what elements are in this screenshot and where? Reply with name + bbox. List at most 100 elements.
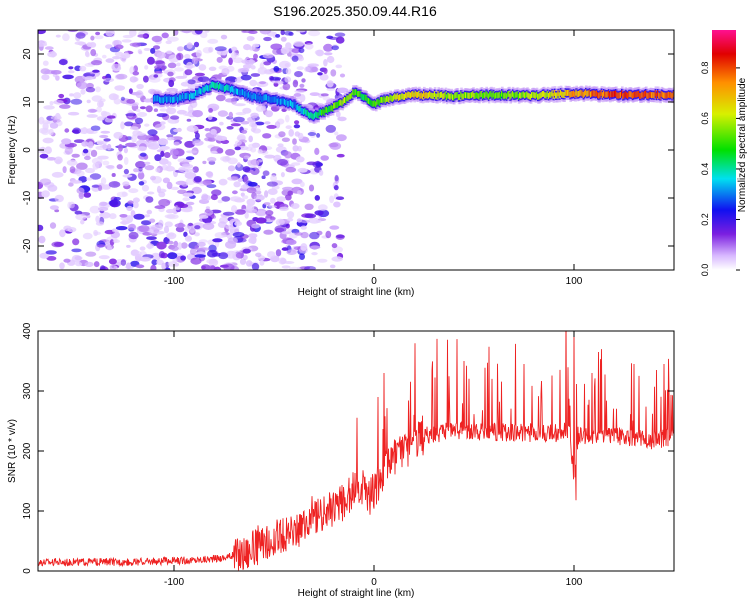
noise-blob xyxy=(46,157,56,161)
noise-blob xyxy=(129,30,137,37)
noise-blob xyxy=(294,232,303,236)
noise-blob xyxy=(166,36,179,42)
noise-blob xyxy=(94,35,104,40)
noise-blob xyxy=(49,122,59,129)
snr-series xyxy=(38,331,674,571)
noise-blob xyxy=(231,97,237,105)
noise-blob xyxy=(54,156,63,164)
noise-blob xyxy=(46,256,57,261)
noise-blob xyxy=(61,138,72,145)
noise-blob xyxy=(103,77,115,83)
noise-blob xyxy=(213,266,222,270)
noise-blob xyxy=(234,146,241,151)
noise-blob xyxy=(291,178,303,185)
noise-blob xyxy=(38,30,46,35)
noise-blob xyxy=(299,253,305,260)
noise-blob xyxy=(234,52,240,57)
x-axis-label: Height of straight line (km) xyxy=(298,287,415,298)
noise-blob xyxy=(176,109,187,115)
noise-blob xyxy=(322,96,330,101)
noise-blob xyxy=(164,221,173,228)
noise-blob xyxy=(42,60,49,66)
noise-blob xyxy=(307,132,317,136)
noise-blob xyxy=(111,173,116,177)
noise-blob xyxy=(41,74,50,81)
noise-blob xyxy=(58,59,68,66)
noise-blob xyxy=(331,243,338,249)
noise-blob xyxy=(68,70,75,74)
noise-blob xyxy=(100,130,111,134)
noise-blob xyxy=(103,138,111,142)
noise-blob xyxy=(122,174,133,178)
noise-blob xyxy=(263,229,274,235)
noise-blob xyxy=(173,240,179,248)
noise-blob xyxy=(276,196,286,202)
noise-blob xyxy=(191,56,198,65)
noise-blob xyxy=(233,116,245,123)
noise-blob xyxy=(333,185,339,191)
noise-blob xyxy=(280,47,290,55)
noise-blob xyxy=(242,30,254,33)
noise-blob xyxy=(44,46,54,50)
y-tick-label: 10 xyxy=(22,96,33,108)
noise-blob xyxy=(185,201,195,206)
noise-blob xyxy=(202,222,215,230)
noise-blob xyxy=(70,98,83,105)
noise-blob xyxy=(144,123,150,127)
noise-blob xyxy=(255,252,262,257)
noise-blob xyxy=(119,214,128,218)
noise-blob xyxy=(47,184,58,192)
noise-blob xyxy=(208,46,214,53)
noise-blob xyxy=(170,186,180,191)
noise-blob xyxy=(251,262,260,270)
noise-blob xyxy=(165,107,177,115)
noise-blob xyxy=(294,131,300,137)
noise-blob xyxy=(158,191,166,198)
noise-blob xyxy=(251,223,261,229)
noise-blob xyxy=(137,146,147,152)
noise-blob xyxy=(228,57,233,66)
noise-blob xyxy=(150,142,160,150)
noise-blob xyxy=(259,259,265,266)
noise-blob xyxy=(173,141,180,146)
noise-blob xyxy=(276,159,289,166)
noise-blob xyxy=(182,197,190,202)
noise-blob xyxy=(81,141,89,147)
noise-blob xyxy=(297,190,302,195)
noise-blob xyxy=(248,233,258,239)
noise-blob xyxy=(301,78,306,83)
noise-blob xyxy=(101,184,112,190)
noise-blob xyxy=(335,234,345,240)
noise-blob xyxy=(158,198,171,207)
noise-blob xyxy=(82,148,89,154)
noise-blob xyxy=(106,246,113,251)
noise-blob xyxy=(137,49,142,54)
noise-blob xyxy=(329,225,340,230)
noise-blob xyxy=(300,225,307,230)
noise-blob xyxy=(166,134,174,138)
noise-blob xyxy=(280,36,287,42)
noise-blob xyxy=(147,191,155,195)
noise-blob xyxy=(255,217,267,224)
noise-blob xyxy=(68,182,74,187)
noise-blob xyxy=(227,165,236,172)
noise-blob xyxy=(156,259,164,266)
noise-blob xyxy=(175,180,187,186)
noise-blob xyxy=(243,176,249,184)
noise-blob xyxy=(99,212,111,219)
noise-blob xyxy=(314,195,320,201)
x-tick-label: 100 xyxy=(566,577,583,588)
noise-blob xyxy=(132,71,140,76)
noise-blob xyxy=(291,162,301,166)
noise-blob xyxy=(281,247,289,251)
noise-blob xyxy=(158,158,169,165)
noise-blob xyxy=(222,50,227,56)
noise-blob xyxy=(264,190,269,198)
noise-blob xyxy=(267,188,278,195)
colorbar-tick-label: 0.2 xyxy=(700,213,710,226)
noise-blob xyxy=(227,237,238,245)
noise-blob xyxy=(165,209,175,214)
noise-blob xyxy=(158,140,169,146)
noise-blob xyxy=(230,175,239,181)
noise-blob xyxy=(67,111,80,116)
